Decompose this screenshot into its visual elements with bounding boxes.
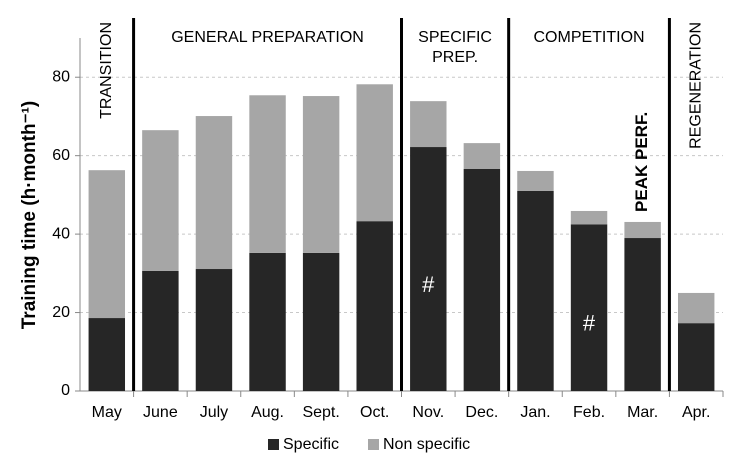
- bar-segment: [249, 95, 286, 253]
- y-axis-label: Training time (h·month⁻¹): [19, 101, 40, 330]
- y-tick-label: 40: [52, 225, 70, 242]
- bar-segment: [463, 143, 501, 170]
- bar-segment: [517, 170, 554, 191]
- bar-segment: [356, 84, 393, 222]
- phase-label: TRANSITION: [98, 22, 115, 119]
- bar-segment: [142, 270, 179, 391]
- legend-label: Specific: [283, 436, 339, 453]
- y-tick-label: 60: [52, 147, 70, 164]
- bar-segment: [677, 323, 715, 391]
- legend-swatch: [268, 439, 279, 450]
- x-tick-label: July: [200, 404, 228, 421]
- bar-segment: [195, 269, 233, 391]
- bar-segment: [356, 221, 393, 391]
- bar-segment: [570, 224, 608, 391]
- phase-label: GENERAL PREPARATION: [171, 29, 364, 46]
- x-tick-label: Mar.: [627, 404, 658, 421]
- y-tick-label: 0: [61, 382, 70, 399]
- x-tick-label: Dec.: [465, 404, 498, 421]
- x-tick-label: Aug.: [251, 404, 284, 421]
- x-tick-label: Oct.: [360, 404, 389, 421]
- annotation: #: [422, 272, 435, 297]
- bar-segment: [410, 147, 447, 391]
- bar-segment: [624, 238, 661, 391]
- bar-segment: [88, 170, 126, 319]
- phase-label: REGENERATION: [687, 22, 704, 149]
- annotation: #: [583, 310, 596, 335]
- legend-swatch: [368, 439, 379, 450]
- bar-segment: [195, 116, 233, 270]
- x-tick-label: May: [92, 404, 122, 421]
- bar-segment: [570, 210, 608, 225]
- phase-label: SPECIFIC PREP.: [418, 29, 492, 66]
- bar-segment: [249, 252, 286, 391]
- bar-segment: [142, 130, 179, 271]
- x-tick-label: Jan.: [520, 404, 550, 421]
- bar-segment: [463, 169, 501, 391]
- bar-segment: [410, 101, 447, 148]
- bar-segment: [677, 292, 715, 324]
- bar-segment: [302, 96, 340, 253]
- x-tick-label: Apr.: [682, 404, 710, 421]
- legend-label: Non specific: [383, 436, 470, 453]
- x-tick-label: Sept.: [302, 404, 339, 421]
- y-tick-label: 80: [52, 68, 70, 85]
- bar-segment: [624, 221, 661, 239]
- phase-label: COMPETITION: [533, 29, 644, 46]
- x-tick-label: June: [143, 404, 178, 421]
- annotation: PEAK PERF.: [632, 112, 651, 212]
- bar-segment: [517, 190, 554, 391]
- bar-segment: [302, 252, 340, 391]
- y-tick-label: 20: [52, 304, 70, 321]
- x-tick-label: Feb.: [573, 404, 605, 421]
- bar-segment: [88, 318, 126, 391]
- x-tick-label: Nov.: [412, 404, 444, 421]
